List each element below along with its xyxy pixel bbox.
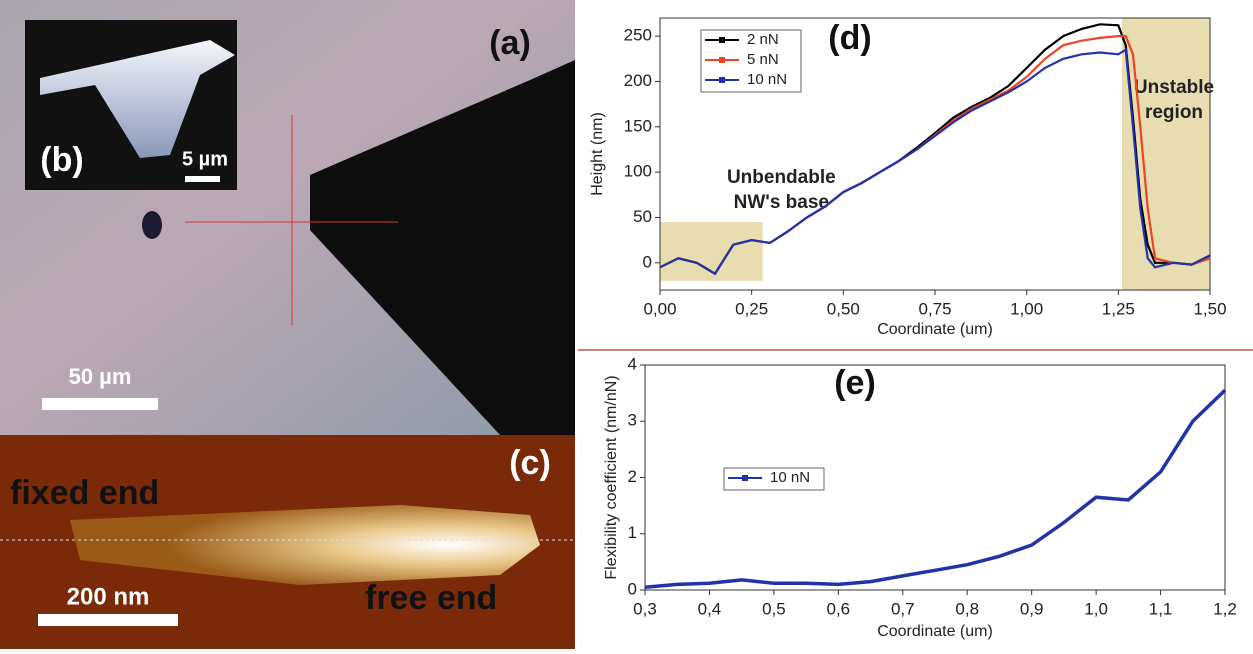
- x-tick-label: 0,00: [643, 299, 676, 318]
- scale-bar: [38, 614, 178, 626]
- x-axis-title: Coordinate (um): [877, 321, 993, 338]
- y-tick-label: 50: [633, 207, 652, 226]
- x-tick-label: 0,4: [698, 599, 722, 618]
- x-tick-label: 0,8: [955, 599, 979, 618]
- nanowire: [70, 505, 540, 585]
- region-label: Unbendable: [727, 167, 836, 188]
- annotation: free end: [365, 579, 497, 617]
- y-tick-label: 4: [628, 354, 637, 373]
- data-line: [644, 389, 1227, 589]
- x-tick-label: 1,2: [1213, 599, 1237, 618]
- legend-marker: [742, 475, 748, 481]
- y-tick-label: 200: [624, 71, 652, 90]
- x-tick-label: 0,5: [762, 599, 786, 618]
- x-tick-label: 0,9: [1020, 599, 1044, 618]
- y-tick-label: 3: [628, 411, 637, 430]
- panel-label: (a): [489, 24, 531, 62]
- particle: [142, 211, 162, 239]
- panel-label: (e): [834, 364, 876, 402]
- x-tick-label: 0,7: [891, 599, 915, 618]
- y-tick-label: 2: [628, 467, 637, 486]
- y-tick-label: 1: [628, 523, 637, 542]
- x-tick-label: 1,25: [1102, 299, 1135, 318]
- y-tick-label: 0: [643, 252, 652, 271]
- y-tick-label: 250: [624, 26, 652, 45]
- x-tick-label: 1,0: [1084, 599, 1108, 618]
- legend-label: 2 nN: [747, 31, 779, 48]
- x-axis-title: Coordinate (um): [877, 623, 993, 640]
- legend-label: 10 nN: [747, 71, 787, 88]
- y-tick-label: 150: [624, 116, 652, 135]
- x-tick-label: 0,75: [918, 299, 951, 318]
- legend-marker: [719, 57, 725, 63]
- x-tick-label: 1,1: [1149, 599, 1173, 618]
- cantilever: [310, 60, 575, 435]
- legend-label: 10 nN: [770, 469, 810, 486]
- x-tick-label: 0,6: [827, 599, 851, 618]
- region-label: NW's base: [734, 192, 829, 213]
- x-tick-label: 0,50: [827, 299, 860, 318]
- scale-label: 200 nm: [67, 583, 150, 610]
- scale-bar: [185, 176, 220, 182]
- panel-label: (d): [828, 19, 871, 57]
- scale-label: 5 µm: [182, 148, 228, 170]
- region-label: Unstable: [1134, 77, 1214, 98]
- y-tick-label: 0: [628, 579, 637, 598]
- legend-marker: [719, 77, 725, 83]
- legend-box: [723, 467, 825, 491]
- scale-bar: [42, 398, 158, 410]
- x-tick-label: 1,50: [1193, 299, 1226, 318]
- region-label: region: [1145, 102, 1203, 123]
- tip: [40, 40, 235, 158]
- x-tick-label: 0,3: [633, 599, 657, 618]
- x-tick-label: 0,25: [735, 299, 768, 318]
- y-axis-title: Height (nm): [589, 112, 606, 196]
- panel-label: (c): [509, 444, 551, 482]
- data-line: [659, 47, 1211, 276]
- y-tick-label: 100: [624, 162, 652, 181]
- y-axis-title: Flexibility coefficient (nm/nN): [603, 375, 620, 579]
- legend-label: 5 nN: [747, 51, 779, 68]
- x-tick-label: 1,00: [1010, 299, 1043, 318]
- scale-label: 50 µm: [69, 364, 132, 389]
- legend-marker: [719, 37, 725, 43]
- annotation: fixed end: [10, 474, 159, 512]
- panel-label: (b): [40, 141, 83, 179]
